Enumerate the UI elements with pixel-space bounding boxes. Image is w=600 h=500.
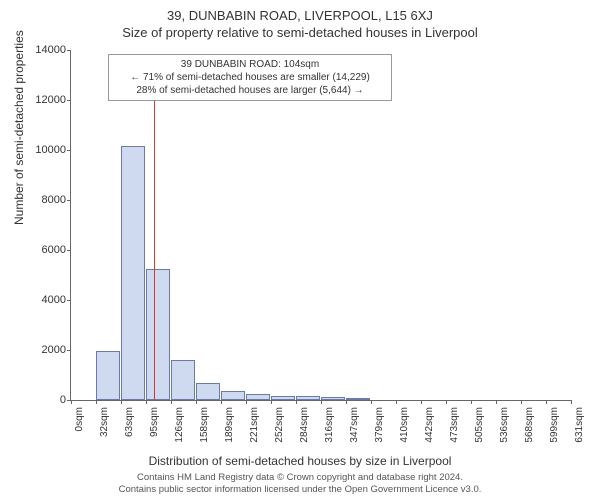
y-tick-label: 12000: [26, 94, 66, 106]
x-tick-mark: [271, 400, 272, 404]
x-tick-label: 63sqm: [124, 407, 135, 437]
x-tick-mark: [71, 400, 72, 404]
x-tick-mark: [221, 400, 222, 404]
x-tick-mark: [496, 400, 497, 404]
x-tick-mark: [396, 400, 397, 404]
histogram-bar: [171, 360, 195, 400]
x-tick-label: 316sqm: [324, 407, 335, 443]
x-tick-label: 95sqm: [149, 407, 160, 437]
y-tick-label: 2000: [26, 344, 66, 356]
y-tick-label: 0: [26, 394, 66, 406]
y-tick-mark: [67, 250, 71, 251]
chart-area: 020004000600080001000012000140000sqm32sq…: [70, 50, 570, 400]
title-main: 39, DUNBABIN ROAD, LIVERPOOL, L15 6XJ: [0, 0, 600, 23]
x-tick-label: 0sqm: [74, 407, 85, 431]
x-tick-label: 536sqm: [499, 407, 510, 443]
copyright: Contains HM Land Registry data © Crown c…: [0, 472, 600, 496]
histogram-bar: [271, 396, 295, 401]
x-tick-label: 32sqm: [99, 407, 110, 437]
x-tick-label: 221sqm: [249, 407, 260, 443]
y-tick-mark: [67, 300, 71, 301]
annotation-line2: ← 71% of semi-detached houses are smalle…: [115, 71, 385, 84]
copyright-line1: Contains HM Land Registry data © Crown c…: [0, 472, 600, 484]
x-tick-label: 252sqm: [274, 407, 285, 443]
x-tick-mark: [571, 400, 572, 404]
x-tick-mark: [121, 400, 122, 404]
x-tick-label: 379sqm: [374, 407, 385, 443]
y-tick-mark: [67, 200, 71, 201]
histogram-bar: [121, 146, 145, 400]
property-marker-line: [154, 98, 155, 400]
x-tick-mark: [446, 400, 447, 404]
x-tick-label: 284sqm: [299, 407, 310, 443]
annotation-line1: 39 DUNBABIN ROAD: 104sqm: [115, 58, 385, 71]
histogram-bar: [296, 396, 320, 400]
x-tick-label: 599sqm: [549, 407, 560, 443]
x-tick-mark: [196, 400, 197, 404]
y-tick-mark: [67, 100, 71, 101]
x-tick-mark: [471, 400, 472, 404]
y-tick-mark: [67, 50, 71, 51]
y-tick-mark: [67, 150, 71, 151]
y-tick-label: 8000: [26, 194, 66, 206]
x-tick-mark: [421, 400, 422, 404]
plot-area: 020004000600080001000012000140000sqm32sq…: [70, 50, 571, 401]
y-tick-label: 10000: [26, 144, 66, 156]
x-tick-label: 126sqm: [174, 407, 185, 443]
y-tick-label: 14000: [26, 44, 66, 56]
y-axis-label: Number of semi-detached properties: [12, 30, 26, 225]
title-sub: Size of property relative to semi-detach…: [0, 23, 600, 40]
x-tick-label: 410sqm: [399, 407, 410, 443]
x-tick-mark: [246, 400, 247, 404]
histogram-bar: [346, 398, 370, 400]
x-tick-mark: [146, 400, 147, 404]
x-tick-mark: [96, 400, 97, 404]
x-tick-label: 189sqm: [224, 407, 235, 443]
histogram-bar: [221, 391, 245, 400]
chart-container: 39, DUNBABIN ROAD, LIVERPOOL, L15 6XJ Si…: [0, 0, 600, 500]
x-tick-label: 158sqm: [199, 407, 210, 443]
x-tick-mark: [346, 400, 347, 404]
x-tick-label: 473sqm: [449, 407, 460, 443]
copyright-line2: Contains public sector information licen…: [0, 484, 600, 496]
x-tick-label: 347sqm: [349, 407, 360, 443]
y-tick-mark: [67, 350, 71, 351]
x-tick-label: 442sqm: [424, 407, 435, 443]
x-tick-mark: [296, 400, 297, 404]
x-tick-label: 631sqm: [574, 407, 585, 443]
annotation-box: 39 DUNBABIN ROAD: 104sqm ← 71% of semi-d…: [108, 54, 392, 101]
histogram-bar: [246, 394, 270, 400]
x-tick-mark: [171, 400, 172, 404]
x-tick-mark: [321, 400, 322, 404]
histogram-bar: [146, 269, 170, 400]
y-tick-label: 4000: [26, 294, 66, 306]
x-tick-mark: [521, 400, 522, 404]
x-tick-label: 505sqm: [474, 407, 485, 443]
histogram-bar: [96, 351, 120, 400]
histogram-bar: [196, 383, 220, 401]
x-tick-label: 568sqm: [524, 407, 535, 443]
annotation-line3: 28% of semi-detached houses are larger (…: [115, 84, 385, 97]
y-tick-label: 6000: [26, 244, 66, 256]
x-tick-mark: [371, 400, 372, 404]
x-axis-label: Distribution of semi-detached houses by …: [0, 454, 600, 468]
x-tick-mark: [546, 400, 547, 404]
histogram-bar: [321, 397, 345, 400]
